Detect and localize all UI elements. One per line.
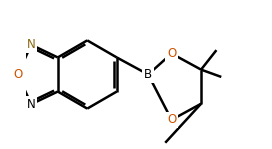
Text: B: B xyxy=(144,68,152,81)
Text: N: N xyxy=(27,38,36,51)
Text: O: O xyxy=(167,113,176,126)
Text: N: N xyxy=(27,98,36,111)
Text: O: O xyxy=(13,68,22,81)
Text: O: O xyxy=(167,47,176,60)
